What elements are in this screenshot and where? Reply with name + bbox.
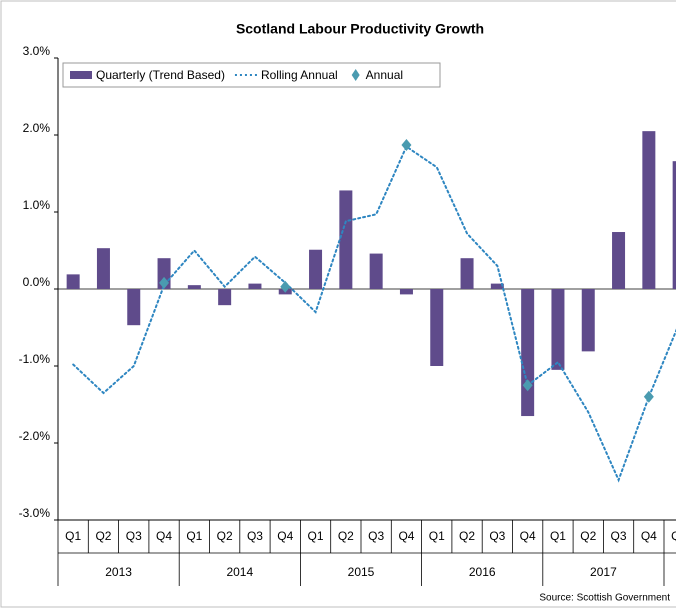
year-label: 2015	[348, 565, 375, 579]
x-tick-label: Q4	[277, 529, 293, 543]
rolling-line	[72, 145, 676, 483]
x-tick-label: Q2	[580, 529, 596, 543]
x-tick-label: Q1	[186, 529, 202, 543]
bar	[369, 253, 383, 289]
y-tick-label: 2.0%	[23, 121, 51, 135]
year-label: 2016	[469, 565, 496, 579]
x-tick-label: Q4	[156, 529, 172, 543]
y-tick-label: 0.0%	[23, 275, 51, 289]
legend-swatch	[70, 71, 92, 79]
annual-marker	[280, 280, 291, 293]
x-tick-label: Q3	[611, 529, 627, 543]
y-tick-label: -3.0%	[19, 506, 51, 520]
bar	[490, 283, 504, 289]
legend-label: Annual	[366, 68, 403, 82]
x-tick-label: Q3	[489, 529, 505, 543]
x-tick-label: Q2	[338, 529, 354, 543]
bar	[551, 289, 565, 370]
bar	[66, 274, 80, 289]
bar	[521, 289, 535, 417]
bar	[460, 258, 474, 289]
bar	[399, 289, 413, 295]
source-note: Source: Scottish Government	[539, 593, 670, 604]
annual-marker	[159, 276, 170, 289]
y-tick-label: 1.0%	[23, 198, 51, 212]
legend-label: Rolling Annual	[261, 68, 338, 82]
annual-marker	[522, 379, 533, 392]
bar	[581, 289, 595, 352]
x-tick-label: Q1	[308, 529, 324, 543]
legend-swatch	[351, 69, 360, 81]
y-tick-label: -1.0%	[19, 352, 51, 366]
bar	[672, 161, 676, 289]
x-tick-label: Q4	[641, 529, 657, 543]
chart-title: Scotland Labour Productivity Growth	[236, 21, 484, 37]
x-tick-label: Q1	[65, 529, 81, 543]
bar	[309, 249, 323, 289]
x-tick-label: Q4	[398, 529, 414, 543]
x-tick-label: Q1	[429, 529, 445, 543]
x-tick-label: Q4	[520, 529, 536, 543]
bar	[642, 131, 656, 289]
bar	[96, 248, 110, 289]
x-tick-label: Q3	[126, 529, 142, 543]
year-label: 2014	[226, 565, 253, 579]
x-tick-label: Q2	[95, 529, 111, 543]
year-label: 2017	[590, 565, 617, 579]
annual-marker	[401, 139, 412, 152]
bar	[127, 289, 141, 326]
legend-label: Quarterly (Trend Based)	[96, 68, 225, 82]
bar	[339, 190, 353, 289]
x-tick-label: Q2	[217, 529, 233, 543]
bar	[430, 289, 444, 366]
x-tick-label: Q1	[550, 529, 566, 543]
bar	[187, 285, 201, 289]
y-tick-label: 3.0%	[23, 44, 51, 58]
x-tick-label: Q1	[671, 529, 676, 543]
bar	[218, 289, 232, 306]
x-tick-label: Q3	[247, 529, 263, 543]
bar	[248, 283, 262, 289]
bar	[612, 232, 626, 289]
annual-marker	[643, 390, 654, 403]
x-tick-label: Q3	[368, 529, 384, 543]
y-tick-label: -2.0%	[19, 429, 51, 443]
x-tick-label: Q2	[459, 529, 475, 543]
year-label: 2013	[105, 565, 132, 579]
